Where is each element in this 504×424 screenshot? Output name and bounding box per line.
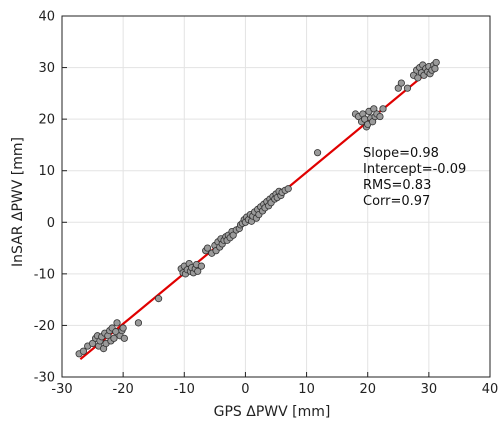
x-tick-label: 10: [298, 382, 315, 397]
data-point: [194, 267, 202, 275]
data-point: [88, 339, 97, 348]
x-tick-label: -30: [51, 382, 72, 397]
data-point: [379, 105, 387, 113]
data-point: [119, 324, 127, 332]
data-point: [431, 65, 439, 73]
y-tick-label: -30: [34, 371, 55, 386]
stats-line: Intercept=-0.09: [363, 162, 466, 177]
y-tick-label: 10: [38, 164, 55, 179]
data-point: [113, 319, 121, 327]
data-point: [313, 149, 322, 157]
x-axis-label: GPS ΔPWV [mm]: [214, 404, 331, 420]
stats-line: RMS=0.83: [363, 178, 431, 193]
data-point: [284, 185, 292, 193]
data-point: [376, 112, 384, 121]
data-point: [394, 84, 402, 92]
stats-line: Slope=0.98: [363, 146, 439, 161]
x-tick-label: 0: [241, 382, 249, 397]
data-point: [120, 334, 128, 342]
y-tick-label: -20: [34, 319, 55, 334]
data-point: [155, 295, 163, 303]
points: [75, 58, 440, 358]
data-point: [110, 334, 118, 342]
stats-box: Slope=0.98Intercept=-0.09RMS=0.83Corr=0.…: [363, 146, 466, 209]
x-tick-label: 40: [482, 382, 499, 397]
data-point: [397, 79, 405, 87]
y-ticks: -30 -20 -10 0 10 20 30 40: [34, 10, 67, 386]
y-tick-label: 20: [38, 113, 55, 128]
data-point: [403, 84, 412, 92]
y-tick-label: -10: [34, 267, 55, 282]
plot-frame: [61, 15, 491, 378]
x-tick-label: 30: [421, 382, 438, 397]
y-tick-label: 0: [47, 216, 55, 231]
data-point: [229, 231, 237, 239]
data-point: [197, 262, 206, 270]
data-point: [432, 58, 440, 67]
x-tick-label: 20: [359, 382, 376, 397]
y-axis-label: InSAR ΔPWV [mm]: [10, 137, 26, 267]
x-ticks: -30 -20 -10 0 10 20 30 40: [51, 372, 498, 397]
data-point: [203, 244, 212, 252]
data-point: [134, 319, 143, 327]
x-tick-label: -10: [174, 382, 195, 397]
stats-line: Corr=0.97: [363, 194, 430, 209]
y-tick-label: 30: [38, 61, 55, 76]
data-point: [79, 347, 88, 355]
y-tick-label: 40: [38, 10, 55, 25]
data-point: [414, 74, 422, 82]
x-tick-label: -20: [113, 382, 134, 397]
data-point: [370, 105, 378, 113]
